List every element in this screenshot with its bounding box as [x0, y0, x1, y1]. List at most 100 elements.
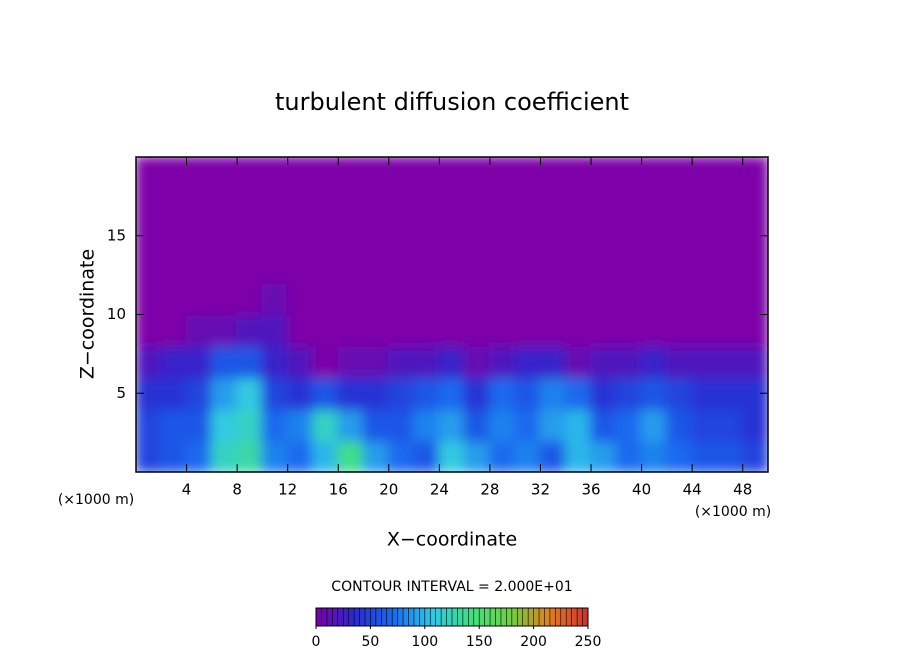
- cell: [261, 313, 289, 347]
- cell: [514, 408, 542, 442]
- cell: [514, 187, 542, 221]
- cell: [691, 282, 719, 316]
- cell: [539, 250, 567, 284]
- cell: [463, 157, 491, 190]
- x-tick-label: 36: [581, 481, 600, 499]
- cell: [387, 187, 416, 221]
- x-tick-label: 8: [232, 481, 242, 499]
- cell: [564, 376, 593, 410]
- cell: [387, 439, 416, 472]
- cell: [286, 157, 314, 190]
- cell: [564, 313, 593, 347]
- x-tick-label: 28: [480, 481, 499, 499]
- cell: [665, 187, 694, 221]
- cell: [160, 219, 188, 253]
- cell: [311, 219, 340, 253]
- cell: [286, 408, 314, 442]
- cell: [337, 157, 365, 190]
- cell: [236, 282, 264, 316]
- cell: [438, 376, 466, 410]
- cell: [463, 439, 491, 472]
- cell: [691, 439, 719, 472]
- cell: [488, 187, 517, 221]
- cell: [136, 408, 163, 442]
- cell: [590, 439, 618, 472]
- cell: [590, 313, 618, 347]
- cell: [564, 157, 593, 190]
- cell: [615, 439, 643, 472]
- cell: [413, 376, 441, 410]
- cell: [362, 376, 390, 410]
- cell: [413, 219, 441, 253]
- cell: [185, 345, 213, 379]
- cell: [210, 157, 239, 190]
- cell: [741, 250, 768, 284]
- cell: [337, 250, 365, 284]
- cell: [413, 439, 441, 472]
- colorbar-tick-label: 50: [361, 634, 379, 650]
- cell: [185, 250, 213, 284]
- cell: [488, 250, 517, 284]
- cell: [311, 345, 340, 379]
- cell: [463, 376, 491, 410]
- cell: [615, 219, 643, 253]
- cell: [741, 282, 768, 316]
- cell: [615, 282, 643, 316]
- cell: [236, 250, 264, 284]
- cell: [640, 282, 668, 316]
- cell: [286, 313, 314, 347]
- cell: [337, 345, 365, 379]
- cell: [615, 345, 643, 379]
- cell: [261, 250, 289, 284]
- cell: [387, 282, 416, 316]
- cell: [665, 376, 694, 410]
- cell: [615, 157, 643, 190]
- colorbar-tick-label: 250: [575, 634, 602, 650]
- cell: [185, 408, 213, 442]
- cell: [337, 408, 365, 442]
- colorbar-tick-label: 200: [520, 634, 547, 650]
- cell: [286, 439, 314, 472]
- x-tick-label: 32: [531, 481, 550, 499]
- cell: [438, 282, 466, 316]
- cell: [286, 187, 314, 221]
- cell: [488, 439, 517, 472]
- cell: [640, 313, 668, 347]
- cell: [463, 219, 491, 253]
- cell: [286, 376, 314, 410]
- cell: [210, 313, 239, 347]
- chart-title: turbulent diffusion coefficient: [275, 88, 629, 116]
- cell: [539, 313, 567, 347]
- cell: [210, 219, 239, 253]
- cell: [387, 345, 416, 379]
- cell: [716, 219, 744, 253]
- y-axis-label: Z−coordinate: [77, 249, 99, 379]
- cell: [160, 313, 188, 347]
- cell: [160, 408, 188, 442]
- cell: [665, 408, 694, 442]
- cell: [337, 282, 365, 316]
- cell: [236, 219, 264, 253]
- cell: [716, 376, 744, 410]
- cell: [514, 219, 542, 253]
- cell: [236, 376, 264, 410]
- cell: [136, 313, 163, 347]
- cell: [488, 219, 517, 253]
- cell: [514, 250, 542, 284]
- cell: [590, 408, 618, 442]
- cell: [362, 187, 390, 221]
- cell: [261, 345, 289, 379]
- cell: [210, 282, 239, 316]
- cell: [185, 157, 213, 190]
- cell: [136, 187, 163, 221]
- cell: [413, 187, 441, 221]
- cell: [210, 376, 239, 410]
- cell: [488, 345, 517, 379]
- x-tick-label: 40: [632, 481, 651, 499]
- cell: [488, 157, 517, 190]
- x-tick-label: 24: [430, 481, 449, 499]
- cell: [514, 439, 542, 472]
- cell: [615, 376, 643, 410]
- cell: [438, 313, 466, 347]
- cell: [337, 219, 365, 253]
